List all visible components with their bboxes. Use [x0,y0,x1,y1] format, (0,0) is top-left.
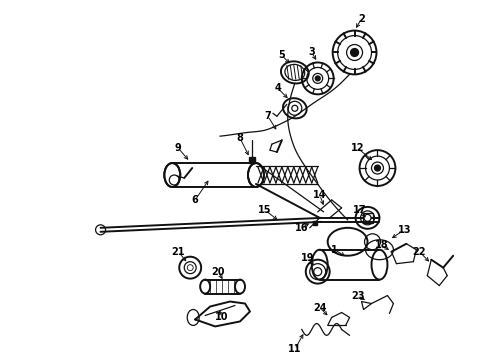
Text: 19: 19 [301,253,315,263]
Text: 2: 2 [358,14,365,24]
Circle shape [187,265,193,271]
Text: 3: 3 [308,48,315,58]
Text: 18: 18 [375,240,388,250]
Text: 4: 4 [274,84,281,93]
Text: 7: 7 [265,111,271,121]
Text: 20: 20 [211,267,225,276]
Circle shape [374,165,380,171]
Text: 1: 1 [331,245,338,255]
Text: 6: 6 [192,195,198,205]
Circle shape [315,76,320,81]
Text: 8: 8 [237,133,244,143]
Text: 23: 23 [351,291,364,301]
Text: 17: 17 [353,205,367,215]
Text: 5: 5 [278,50,285,60]
Text: 13: 13 [397,225,411,235]
Text: 9: 9 [175,143,182,153]
Bar [363,213,372,223]
Text: 21: 21 [172,247,185,257]
Text: 10: 10 [215,312,229,323]
Text: 24: 24 [313,302,326,312]
Text: 14: 14 [313,190,326,200]
Text: 11: 11 [288,345,301,354]
Circle shape [364,214,371,221]
Text: 16: 16 [295,223,309,233]
Text: 22: 22 [413,247,426,257]
Text: 12: 12 [351,143,364,153]
Text: 15: 15 [258,205,271,215]
Circle shape [350,49,359,57]
